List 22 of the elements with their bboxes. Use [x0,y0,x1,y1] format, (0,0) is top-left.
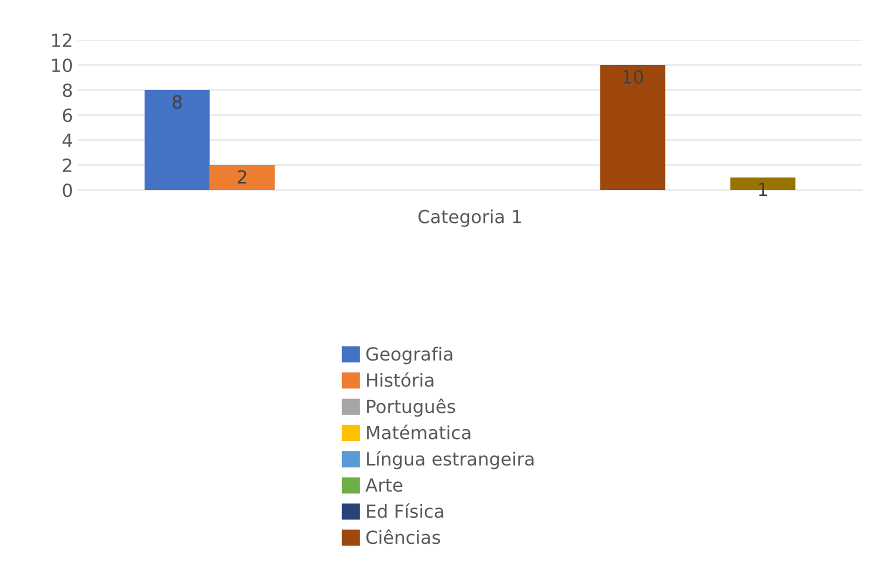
bar [210,165,275,190]
legend-label: Arte [365,478,402,492]
legend-label: História [367,372,434,387]
y-tick-label: 4 [62,134,72,147]
y-tick-label: 10 [52,58,72,72]
legend-label: Língua estrangeira [367,451,534,470]
legend-label: Ed Física [367,503,444,518]
y-tick-label: 2 [62,158,72,172]
y-tick-label: 8 [62,83,72,98]
y-tick-label: 6 [62,108,72,122]
bar [600,65,666,190]
legend-label: Matématica [367,424,470,440]
y-tick-label: 0 [62,183,72,198]
bar [144,90,210,190]
x-tick-label: Categoria 1 [418,209,521,227]
legend-label: Ciências [366,529,440,544]
y-tick-label: 12 [52,33,72,47]
data-label: 10 [623,70,643,84]
legend-label: Geografia [366,346,452,364]
data-label: 8 [172,95,182,109]
data-label: 2 [238,170,246,184]
legend-label: Português [367,398,456,417]
